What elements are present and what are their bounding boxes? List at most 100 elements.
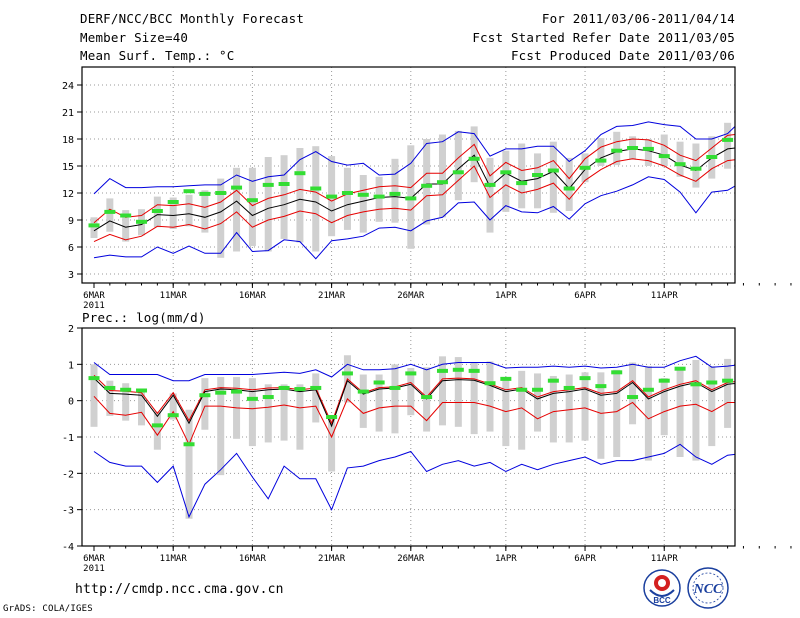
observed-marker <box>341 191 353 195</box>
observed-marker <box>579 165 591 170</box>
observed-marker <box>436 368 448 373</box>
ensemble-min-line <box>93 176 735 260</box>
bcc-logo: BCC <box>643 569 681 607</box>
spread-lower-line <box>93 395 735 446</box>
y-tick-label: 3 <box>68 270 74 281</box>
range-bar <box>169 197 177 229</box>
x-tick-label: 6APR <box>574 291 596 301</box>
plot-frame <box>81 66 736 284</box>
range-bar <box>233 167 241 252</box>
range-bar <box>502 150 510 212</box>
x-tick-label: 26MAR <box>397 554 425 564</box>
observed-marker <box>595 384 607 389</box>
observed-marker <box>278 182 290 186</box>
observed-marker <box>310 186 322 191</box>
chart-title: DERF/NCC/BCC Monthly Forecast <box>80 11 305 26</box>
range-bar <box>470 362 478 435</box>
range-bar <box>122 383 130 421</box>
range-bar <box>248 167 256 247</box>
observed-marker <box>88 376 100 381</box>
observed-marker <box>579 376 591 381</box>
observed-marker <box>611 148 623 153</box>
y-tick-label: 21 <box>62 108 74 119</box>
observed-marker <box>405 371 417 376</box>
observed-marker <box>500 170 512 175</box>
observed-marker <box>658 154 670 159</box>
range-bar <box>613 369 621 457</box>
x-year-label: 2011 <box>83 564 105 574</box>
observed-marker <box>357 389 369 394</box>
observed-marker <box>167 413 179 418</box>
range-bar <box>217 377 225 476</box>
observed-marker <box>136 219 148 224</box>
range-bar <box>201 190 209 233</box>
range-bar <box>581 372 589 441</box>
range-bar <box>169 393 177 420</box>
ensemble-min-line <box>93 443 735 519</box>
observed-marker <box>532 387 544 392</box>
observed-marker <box>389 385 401 390</box>
y-tick-label: -3 <box>62 506 74 517</box>
range-bar <box>248 378 256 447</box>
range-bar <box>644 139 652 166</box>
observed-marker <box>104 209 116 214</box>
observed-marker <box>326 194 338 199</box>
x-tick-label: 16MAR <box>239 554 267 564</box>
observed-marker <box>595 158 607 163</box>
observed-marker <box>389 191 401 196</box>
spread-upper-line <box>93 374 735 425</box>
range-bar <box>153 411 161 450</box>
observed-marker <box>785 388 796 392</box>
y-tick-label: 12 <box>62 189 74 200</box>
range-bar <box>518 370 526 450</box>
range-bar <box>106 198 114 232</box>
range-bar <box>660 134 668 166</box>
x-tick-label: 11APR <box>651 291 679 301</box>
observed-marker <box>690 166 702 171</box>
prec-label: Prec.: log(mm/d) <box>82 310 206 325</box>
observed-marker <box>516 181 528 186</box>
range-bar <box>280 384 288 441</box>
range-bar <box>549 375 557 443</box>
observed-marker <box>706 380 718 385</box>
range-bar <box>296 384 304 450</box>
observed-marker <box>532 173 544 177</box>
range-bar <box>692 143 700 188</box>
range-bar <box>296 148 304 243</box>
range-bar <box>787 379 794 441</box>
observed-marker <box>738 378 749 382</box>
x-tick-label: 6APR <box>574 554 596 564</box>
range-bar <box>375 374 383 432</box>
range-bar <box>549 141 557 213</box>
x-tick-label: 6MAR <box>83 554 105 564</box>
y-tick-label: 18 <box>62 135 74 146</box>
range-bar <box>756 371 763 468</box>
observed-marker <box>484 381 496 386</box>
y-tick-label: -1 <box>62 433 74 444</box>
range-bar <box>534 153 542 209</box>
range-bar <box>312 373 320 423</box>
range-bar <box>359 175 367 233</box>
ncc-logo: NCC <box>687 567 729 609</box>
observed-marker <box>231 185 243 190</box>
spread-lower-line <box>93 158 735 243</box>
range-bar <box>201 378 209 430</box>
observed-marker <box>500 376 512 381</box>
observed-marker <box>373 194 385 199</box>
source-url[interactable]: http://cmdp.ncc.cma.gov.cn <box>75 582 284 597</box>
range-bar <box>122 210 130 242</box>
observed-marker <box>183 189 195 194</box>
observed-marker <box>722 378 734 383</box>
range-bar <box>106 380 114 416</box>
range-bar <box>724 122 732 169</box>
range-bar <box>644 366 652 461</box>
range-bar <box>676 141 684 177</box>
observed-marker <box>151 209 163 213</box>
observed-marker <box>294 171 306 176</box>
range-bar <box>534 373 542 432</box>
observed-marker <box>674 366 686 371</box>
range-bar <box>724 358 732 428</box>
x-tick-label: 11MAR <box>160 554 188 564</box>
